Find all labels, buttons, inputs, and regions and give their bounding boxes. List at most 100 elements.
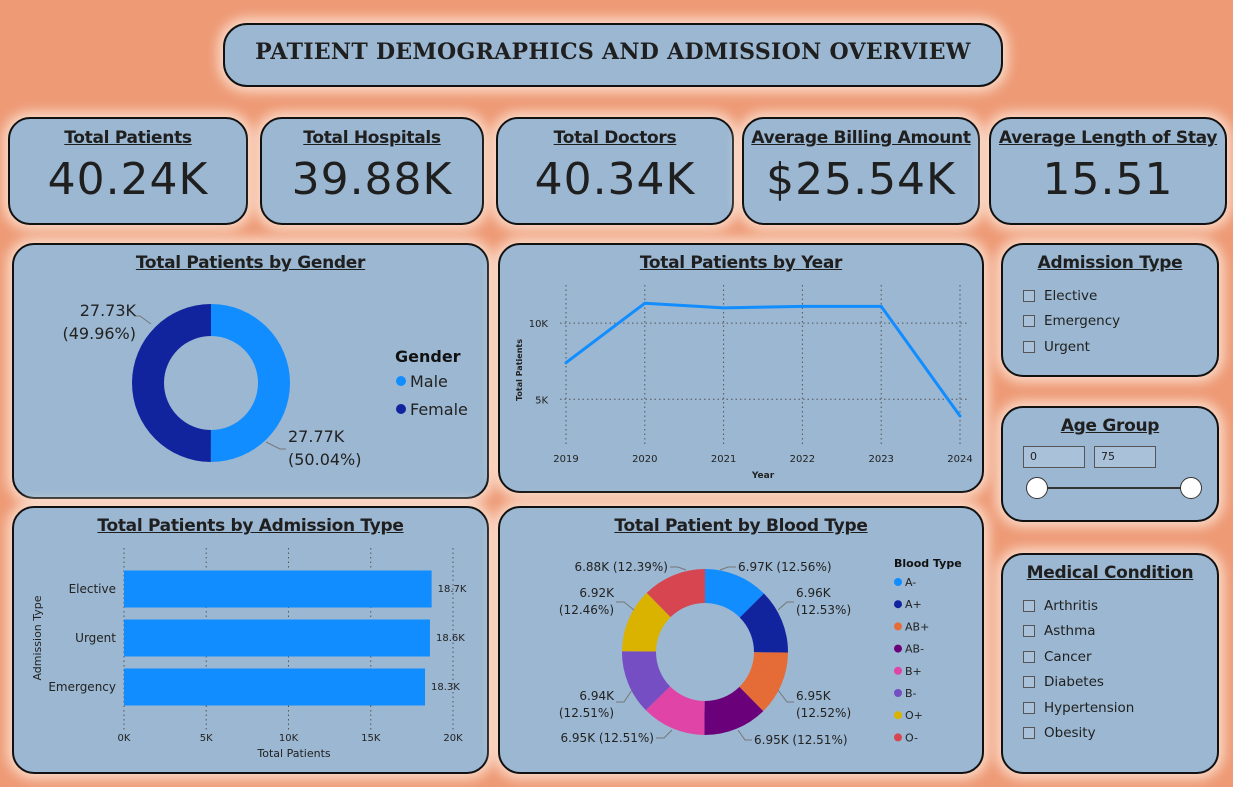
blood-chart-card: Total Patient by Blood Type 6.97K (12.56… — [498, 506, 984, 774]
blood-legend-title: Blood Type — [894, 557, 962, 570]
slicer-option-arthritis[interactable]: Arthritis — [1023, 593, 1134, 619]
blood-data-label: 6.94K — [579, 689, 615, 703]
slicer-option-asthma[interactable]: Asthma — [1023, 619, 1134, 645]
blood-data-label: (12.52%) — [796, 706, 851, 720]
slicer-option-elective[interactable]: Elective — [1023, 283, 1120, 309]
option-label: Urgent — [1044, 338, 1090, 355]
gender-label-male: 27.77K — [288, 427, 345, 446]
blood-data-label: 6.95K (12.51%) — [754, 733, 848, 747]
slicer-option-emergency[interactable]: Emergency — [1023, 309, 1120, 335]
adm-bar-emergency — [124, 668, 426, 706]
blood-data-label: 6.96K — [796, 586, 832, 600]
year-line-chart: 2019 2020 2021 2022 2023 2024 5K 10K Year Total P… — [515, 285, 973, 481]
blood-data-label: 6.88K (12.39%) — [574, 560, 668, 574]
kpi-label: Average Length of Stay — [998, 128, 1218, 148]
blood-data-label: (12.53%) — [796, 603, 851, 617]
blood-legend-label: O- — [905, 731, 918, 744]
kpi-value: 40.34K — [534, 154, 696, 205]
year-data-point — [564, 361, 568, 365]
checkbox[interactable] — [1023, 727, 1035, 740]
kpi-average-billing: Average Billing Amount $25.54K — [742, 117, 980, 225]
admission-slicer-title: Admission Type — [1037, 253, 1183, 273]
checkbox[interactable] — [1023, 599, 1035, 612]
leader-line — [134, 315, 152, 325]
adm-value-label: 18.6K — [436, 633, 465, 644]
kpi-value: 40.24K — [47, 154, 209, 205]
adm-xtick-label: 20K — [443, 733, 463, 744]
kpi-label: Total Doctors — [553, 128, 677, 148]
blood-slice-ab-neg — [704, 686, 764, 735]
gender-chart-title: Total Patients by Gender — [135, 253, 366, 273]
year-data-point — [722, 306, 726, 310]
gender-label-female-pct: (49.96%) — [63, 324, 137, 343]
blood-slice-a-pos — [739, 593, 788, 653]
slicer-option-diabetes[interactable]: Diabetes — [1023, 670, 1134, 696]
year-series-line — [565, 301, 962, 417]
age-max-input[interactable]: 75 — [1094, 446, 1156, 468]
year-chart-card: Total Patients by Year 2019 2020 2021 2022 2… — [498, 243, 984, 493]
year-yaxis-title: Total Patients — [515, 339, 524, 401]
blood-data-label: 6.95K — [796, 689, 832, 703]
blood-legend-marker — [894, 733, 902, 742]
age-slicer-title: Age Group — [1060, 416, 1160, 436]
admission-bar-chart: 0K 5K 10K 15K 20K Elective 18.7K Urgent 18.6K Eme… — [31, 548, 467, 760]
checkbox[interactable] — [1023, 625, 1035, 638]
blood-data-label: 6.95K (12.51%) — [560, 731, 654, 745]
kpi-total-hospitals: Total Hospitals 39.88K — [260, 117, 484, 225]
blood-legend-marker — [894, 666, 902, 675]
year-xtick-label: 2019 — [553, 454, 578, 465]
age-group-slicer: Age Group 0 75 — [1001, 406, 1219, 522]
checkbox[interactable] — [1023, 315, 1035, 328]
option-label: Elective — [1044, 287, 1098, 304]
year-ytick-label: 10K — [529, 319, 549, 330]
blood-leader-line — [737, 729, 752, 741]
checkbox[interactable] — [1023, 701, 1035, 714]
blood-legend-marker — [894, 600, 902, 609]
blood-chart-title: Total Patient by Blood Type — [614, 516, 868, 536]
age-slider-min-handle[interactable] — [1026, 477, 1048, 499]
gender-donut-chart: 27.77K (50.04%) 27.73K (49.96%) Gender Male Fe… — [63, 301, 468, 469]
medical-slicer-list: Arthritis Asthma Cancer Diabetes Hyperte… — [1023, 593, 1134, 746]
adm-value-label: 18.7K — [438, 584, 467, 595]
slicer-option-obesity[interactable]: Obesity — [1023, 721, 1134, 747]
checkbox[interactable] — [1023, 289, 1035, 302]
gender-label-male-pct: (50.04%) — [288, 450, 362, 469]
kpi-label: Total Patients — [64, 128, 192, 148]
year-xaxis-title: Year — [751, 471, 775, 481]
blood-leader-line — [670, 566, 687, 571]
blood-legend-label: O+ — [905, 709, 923, 722]
age-min-input[interactable]: 0 — [1023, 446, 1085, 468]
year-data-point — [800, 304, 804, 308]
kpi-total-patients: Total Patients 40.24K — [8, 117, 248, 225]
gender-slice-female — [131, 304, 211, 462]
blood-leader-line — [777, 689, 794, 703]
admission-chart-title: Total Patients by Admission Type — [97, 516, 404, 536]
adm-bar-urgent — [124, 619, 430, 657]
blood-legend-marker — [894, 711, 902, 720]
checkbox[interactable] — [1023, 650, 1035, 663]
leader-line — [265, 441, 286, 450]
gender-slice-male — [210, 304, 290, 462]
blood-legend-label: B+ — [905, 665, 922, 678]
blood-legend-label: AB+ — [905, 620, 929, 633]
checkbox[interactable] — [1023, 676, 1035, 689]
checkbox[interactable] — [1023, 340, 1035, 353]
slicer-option-urgent[interactable]: Urgent — [1023, 334, 1120, 360]
blood-leader-line — [656, 729, 673, 739]
gender-legend-label: Female — [410, 400, 468, 419]
slicer-option-cancer[interactable]: Cancer — [1023, 644, 1134, 670]
kpi-average-stay: Average Length of Stay 15.51 — [989, 117, 1227, 225]
slicer-option-hypertension[interactable]: Hypertension — [1023, 695, 1134, 721]
blood-legend-label: AB- — [905, 643, 924, 656]
blood-slice-ab-pos — [739, 652, 788, 712]
kpi-value: 39.88K — [291, 154, 453, 205]
admission-chart-card: Total Patients by Admission Type 0K 5K 10K… — [12, 506, 489, 774]
blood-leader-line — [719, 566, 736, 571]
option-label: Hypertension — [1044, 699, 1135, 716]
blood-legend-marker — [894, 622, 902, 631]
blood-donut-chart: 6.97K (12.56%) 6.96K (12.53%) 6.95K (12.52%)… — [559, 557, 962, 747]
year-xtick-label: 2023 — [868, 454, 893, 465]
age-slider-track[interactable] — [1037, 487, 1191, 489]
blood-leader-line — [616, 601, 635, 611]
age-slider-max-handle[interactable] — [1180, 477, 1202, 499]
